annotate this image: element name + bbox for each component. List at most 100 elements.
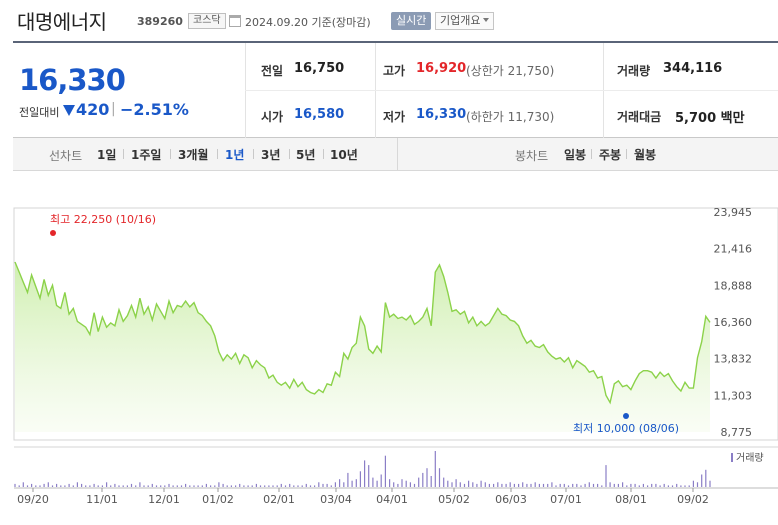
volume-bar <box>193 485 195 487</box>
volume-bar <box>530 483 532 487</box>
divider <box>591 149 592 159</box>
period-1y[interactable]: 1년 <box>225 148 245 162</box>
volume-bar <box>468 480 470 487</box>
volume-bar <box>355 479 357 487</box>
volume-bar <box>680 485 682 487</box>
volume-bar <box>513 483 515 487</box>
volume-bar <box>413 483 416 487</box>
volume-bar <box>397 483 399 487</box>
candle-chart-label: 봉차트 <box>515 149 549 163</box>
volume-bar <box>126 485 128 487</box>
low-label: 저가 <box>383 110 406 124</box>
volume-value: 344,116 <box>663 61 723 76</box>
y-tick-label: 8,775 <box>721 426 753 439</box>
divider <box>626 149 627 159</box>
volume-bar <box>526 483 528 487</box>
volume-bar <box>130 483 133 487</box>
volume-bar <box>139 482 141 487</box>
period-10y[interactable]: 10년 <box>330 148 358 162</box>
divider <box>323 149 324 159</box>
x-tick-label: 11/01 <box>86 493 118 506</box>
volume-bar <box>309 485 312 487</box>
volume-bar <box>297 485 299 487</box>
volume-bar <box>85 485 87 487</box>
prev-close-label: 전일 <box>261 64 284 78</box>
volume-bar <box>268 485 270 487</box>
volume-label: 거래량 <box>617 64 651 78</box>
volume-bar <box>160 485 162 487</box>
volume-bar <box>484 482 486 487</box>
x-tick-label: 06/03 <box>495 493 527 506</box>
volume-bar <box>584 483 586 487</box>
period-1d[interactable]: 1일 <box>97 148 117 162</box>
volume-bar <box>118 485 120 487</box>
volume-bar <box>580 485 582 487</box>
volume-bar <box>284 485 287 487</box>
volume-bar <box>60 485 62 487</box>
volume-bar <box>455 479 457 487</box>
change-percent: −2.51% <box>120 100 189 119</box>
volume-bar <box>671 485 674 487</box>
turnover-label: 거래대금 <box>617 110 662 124</box>
volume-bar <box>493 483 495 487</box>
volume-bar <box>542 483 545 487</box>
volume-bar <box>684 485 686 487</box>
volume-bar <box>180 485 183 487</box>
candle-weekly[interactable]: 주봉 <box>599 148 622 162</box>
volume-bar <box>301 485 303 487</box>
line-chart-label: 선차트 <box>49 149 83 163</box>
volume-bar <box>168 483 170 487</box>
volume-legend-swatch <box>731 453 733 462</box>
volume-bar <box>463 483 466 487</box>
volume-bar <box>676 483 678 487</box>
current-price: 16,330 <box>19 63 126 97</box>
volume-bar <box>276 485 278 487</box>
volume-bar <box>401 479 403 487</box>
volume-bar <box>68 483 70 487</box>
company-overview-dropdown[interactable]: 기업개요 <box>435 12 495 30</box>
volume-bar <box>43 483 45 487</box>
volume-bar <box>47 482 49 487</box>
x-tick-label: 08/01 <box>615 493 647 506</box>
x-tick-label: 12/01 <box>148 493 180 506</box>
period-5y[interactable]: 5년 <box>296 148 316 162</box>
divider <box>289 149 290 159</box>
volume-bar <box>605 465 607 487</box>
volume-bar <box>405 480 407 487</box>
volume-bar <box>101 485 103 487</box>
volume-bar <box>135 485 137 487</box>
volume-bar <box>305 483 307 487</box>
volume-bar <box>522 482 524 487</box>
volume-bar <box>534 482 536 487</box>
realtime-button[interactable]: 실시간 <box>391 12 432 30</box>
price-chart: 23,945 21,416 18,888 16,360 13,832 11,303 8,77… <box>13 206 778 506</box>
volume-bar <box>451 482 453 487</box>
upper-limit: (상한가 21,750) <box>466 64 555 78</box>
period-3y[interactable]: 3년 <box>261 148 281 162</box>
y-tick-label: 16,360 <box>714 316 753 329</box>
volume-bar <box>339 479 341 487</box>
volume-bar <box>701 474 703 487</box>
y-tick-label: 13,832 <box>714 353 753 366</box>
candle-daily[interactable]: 일봉 <box>564 148 587 162</box>
period-3m[interactable]: 3개월 <box>178 148 209 162</box>
volume-bar <box>576 483 578 487</box>
x-tick-label: 03/04 <box>320 493 352 506</box>
high-marker <box>50 230 56 236</box>
volume-bar <box>617 483 619 487</box>
volume-bar <box>347 472 349 487</box>
volume-bar <box>218 482 220 487</box>
volume-bar <box>476 483 478 487</box>
volume-bar <box>638 485 640 487</box>
candle-monthly[interactable]: 월봉 <box>634 148 657 162</box>
volume-bar <box>197 485 199 487</box>
period-1w[interactable]: 1주일 <box>131 148 162 162</box>
volume-bar <box>426 468 428 487</box>
volume-bar <box>164 485 166 487</box>
x-tick-label: 02/01 <box>263 493 295 506</box>
x-tick-label: 09/20 <box>17 493 49 506</box>
volume-bar <box>81 483 83 487</box>
volume-bar <box>226 485 228 487</box>
volume-bar <box>230 485 232 487</box>
volume-bar <box>314 485 316 487</box>
